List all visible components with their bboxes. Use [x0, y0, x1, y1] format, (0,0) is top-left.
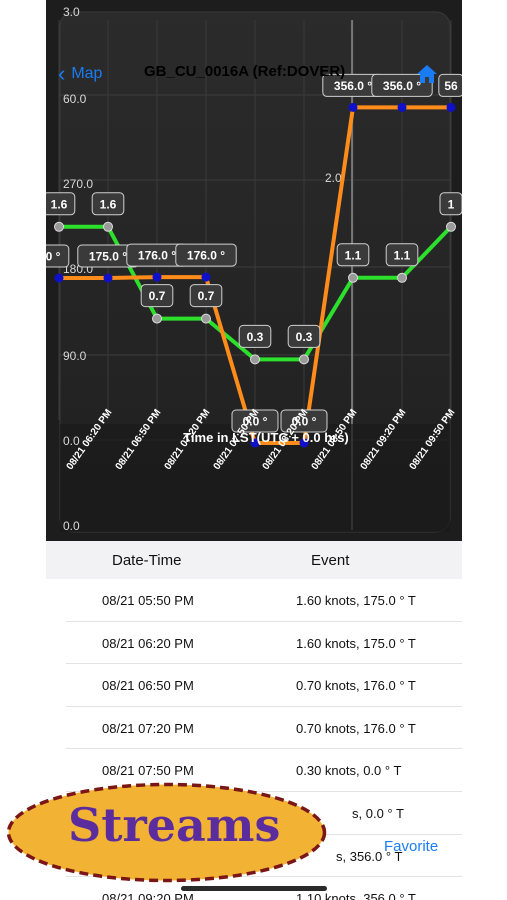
table-row[interactable]: 08/21 07:20 PM 0.70 knots, 176.0 ° T — [66, 707, 462, 750]
back-label: Map — [71, 65, 103, 82]
row-event: 1.10 knots, 356.0 ° T — [296, 891, 416, 900]
svg-text:176.0 °: 176.0 ° — [138, 249, 176, 263]
direction-data-label: 0 ° — [46, 244, 70, 268]
direction-data-label: 56 — [438, 73, 462, 97]
direction-point — [54, 273, 64, 283]
table-row[interactable]: 08/21 06:50 PM 0.70 knots, 176.0 ° T — [66, 664, 462, 707]
row-datetime: 08/21 05:50 PM — [102, 593, 194, 608]
direction-data-label: 356.0 ° — [371, 73, 433, 97]
row-datetime: 08/21 06:50 PM — [102, 678, 194, 694]
table-row[interactable]: s, 356.0 ° T — [66, 835, 462, 878]
speed-data-label: 0.3 — [287, 324, 321, 348]
direction-data-label: 0.0 ° — [231, 409, 279, 433]
back-button[interactable]: ‹ Map — [58, 62, 102, 86]
direction-point — [103, 273, 113, 283]
speed-point — [54, 221, 64, 232]
row-event: 0.30 knots, 0.0 ° T — [296, 763, 402, 779]
svg-text:1.6: 1.6 — [100, 197, 117, 211]
speed-point — [103, 221, 113, 232]
direction-data-label: 0.0 ° — [280, 409, 328, 433]
svg-text:1.1: 1.1 — [394, 248, 411, 262]
direction-point — [250, 438, 260, 448]
svg-text:356.0 °: 356.0 ° — [383, 79, 421, 93]
svg-text:1.6: 1.6 — [51, 197, 68, 211]
direction-data-label: 176.0 ° — [175, 243, 237, 267]
table-row[interactable]: 08/21 09:20 PM 1.10 knots, 356.0 ° T — [66, 877, 462, 900]
table-header: Date-Time Event — [46, 541, 462, 579]
direction-point — [152, 272, 162, 282]
svg-text:0.0 °: 0.0 ° — [243, 415, 268, 429]
direction-point — [299, 438, 309, 448]
row-event: 0.70 knots, 176.0 ° T — [296, 720, 416, 736]
direction-point — [446, 102, 456, 112]
direction-point — [348, 102, 358, 112]
page-title: GB_CU_0016A (Ref:DOVER) — [144, 63, 346, 80]
speed-data-label: 1.1 — [385, 243, 419, 267]
x-axis-title: Time in LST(UTC + 0.0 hrs) — [183, 430, 349, 445]
y-axis-tick-label: 60.0 — [63, 92, 87, 106]
chevron-left-icon: ‹ — [58, 61, 66, 86]
speed-point — [152, 313, 162, 324]
streams-badge-label: Streams — [68, 798, 281, 852]
svg-text:176.0 °: 176.0 ° — [187, 249, 225, 263]
svg-text:1: 1 — [448, 197, 455, 211]
direction-data-label: 175.0 ° — [77, 244, 139, 268]
direction-data-label: 356.0 ° — [322, 73, 384, 97]
table-row[interactable]: 08/21 06:20 PM 1.60 knots, 175.0 ° T — [66, 622, 462, 665]
svg-text:56: 56 — [444, 79, 458, 93]
streams-badge — [6, 782, 327, 883]
speed-data-label: 0.7 — [140, 284, 174, 308]
y-axis-tick-label: 0.0 — [63, 434, 80, 448]
phone-screen: 3.0 60.0 270.0 180.0 90.0 0.0 0.0 2.0 1.6 1.6 0.7… — [46, 0, 462, 900]
home-indicator[interactable] — [181, 886, 327, 891]
speed-point — [299, 354, 309, 365]
speed-data-label: 1 — [439, 192, 462, 216]
direction-data-label: 176.0 ° — [126, 243, 188, 267]
table-row[interactable]: 08/21 05:50 PM 1.60 knots, 175.0 ° T — [66, 579, 462, 622]
speed-point — [348, 272, 358, 283]
speed-point — [397, 272, 407, 283]
speed-data-label: 1.1 — [336, 243, 370, 267]
row-event: 0.70 knots, 176.0 ° T — [296, 678, 416, 694]
column-header-datetime: Date-Time — [112, 551, 182, 569]
current-chart[interactable]: 3.0 60.0 270.0 180.0 90.0 0.0 0.0 2.0 1.6 1.6 0.7… — [46, 0, 462, 541]
y-axis-tick-label: 90.0 — [63, 349, 87, 363]
svg-text:356.0 °: 356.0 ° — [334, 79, 372, 93]
y-axis-tick-label: 3.0 — [63, 5, 80, 19]
row-datetime: 08/21 07:20 PM — [102, 720, 194, 736]
svg-text:0.7: 0.7 — [198, 289, 215, 303]
svg-text:0.3: 0.3 — [296, 330, 313, 344]
row-event: 1.60 knots, 175.0 ° T — [296, 593, 416, 608]
svg-text:0 °: 0 ° — [46, 250, 61, 264]
svg-text:175.0 °: 175.0 ° — [89, 250, 127, 264]
speed-point — [446, 221, 456, 232]
svg-text:0.0 °: 0.0 ° — [292, 415, 317, 429]
y-axis-tick-label: 0.0 — [63, 519, 80, 533]
speed-data-label: 0.7 — [189, 284, 223, 308]
y2-axis-tick-label: 2.0 — [325, 171, 342, 185]
speed-data-label: 0.3 — [238, 324, 272, 348]
speed-data-label: 1.6 — [46, 192, 76, 216]
speed-data-label: 1.6 — [91, 192, 125, 216]
row-datetime: 08/21 09:20 PM — [102, 891, 194, 900]
row-datetime: 08/21 06:20 PM — [102, 635, 194, 651]
home-icon[interactable] — [415, 62, 439, 86]
direction-point — [397, 102, 407, 112]
speed-point — [250, 354, 260, 365]
svg-text:0.3: 0.3 — [247, 330, 264, 344]
svg-text:0.7: 0.7 — [149, 289, 166, 303]
row-event: s, 0.0 ° T — [352, 805, 404, 821]
row-event: 1.60 knots, 175.0 ° T — [296, 635, 416, 651]
direction-point — [201, 272, 211, 282]
svg-text:1.1: 1.1 — [345, 248, 362, 262]
row-datetime: 08/21 07:50 PM — [102, 763, 194, 779]
row-event: s, 356.0 ° T — [336, 848, 403, 864]
table-row[interactable]: 08/21 07:50 PM 0.30 knots, 0.0 ° T — [66, 749, 462, 792]
y-axis-tick-label: 270.0 — [63, 177, 93, 191]
column-header-event: Event — [311, 551, 350, 569]
speed-point — [201, 313, 211, 324]
favorite-button[interactable]: Favorite — [384, 838, 439, 855]
